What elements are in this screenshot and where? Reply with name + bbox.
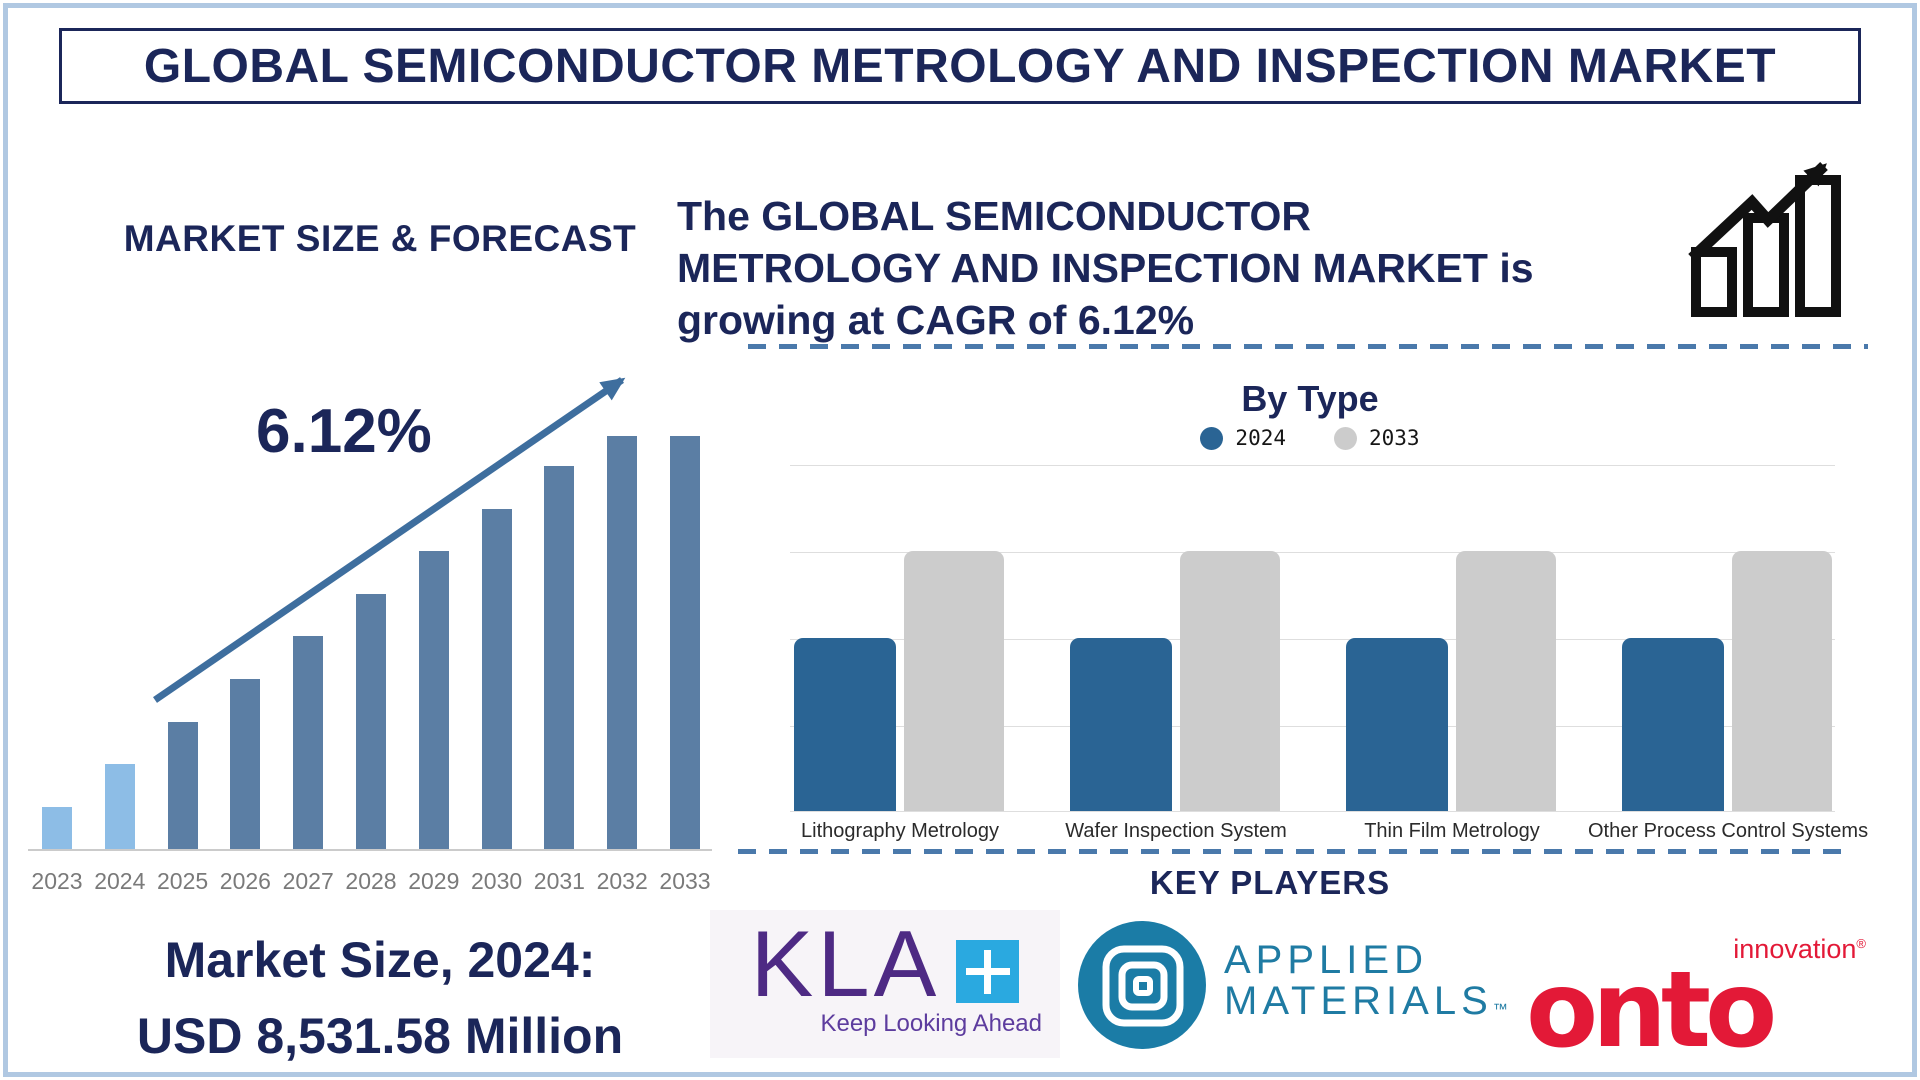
legend-label-2033: 2033 bbox=[1369, 426, 1420, 450]
bytype-gridline bbox=[790, 639, 1835, 640]
forecast-x-axis bbox=[28, 849, 712, 851]
bytype-bar-2033-thin-film-metrology bbox=[1456, 551, 1556, 811]
market-size-forecast-heading: MARKET SIZE & FORECAST bbox=[123, 218, 637, 259]
forecast-bar-2029 bbox=[418, 551, 449, 849]
bytype-bar-2024-thin-film-metrology bbox=[1346, 638, 1448, 811]
bytype-category-label: Thin Film Metrology bbox=[1364, 820, 1540, 842]
forecast-year-label-2028: 2028 bbox=[345, 868, 397, 894]
legend-item-2024: 2024 bbox=[1200, 426, 1286, 450]
bytype-gridline bbox=[790, 726, 1835, 727]
page-title: GLOBAL SEMICONDUCTOR METROLOGY AND INSPE… bbox=[143, 39, 1777, 93]
legend-label-2024: 2024 bbox=[1235, 426, 1286, 450]
bar-chart-growth-icon bbox=[1688, 162, 1841, 317]
by-type-category-labels: Lithography Metrology Wafer Inspection Sy… bbox=[790, 820, 1868, 846]
kla-plus-horizontal-bar bbox=[966, 968, 1011, 975]
market-forecast-bar-chart: 2023 2024 2025 2026 2027 2028 2029 2030 2031 2032… bbox=[28, 430, 720, 894]
bytype-bar-2024-lithography-metrology bbox=[794, 638, 896, 811]
forecast-year-label-2024: 2024 bbox=[94, 868, 146, 894]
onto-wordmark: onto bbox=[1526, 949, 1777, 1071]
kla-logo-row: KLA bbox=[710, 910, 1060, 1016]
market-size-line1: Market Size, 2024: bbox=[164, 932, 596, 988]
forecast-bar-2031 bbox=[544, 466, 575, 849]
legend-dot-2033-icon bbox=[1334, 426, 1357, 450]
kla-wordmark: KLA bbox=[750, 911, 941, 1016]
legend-dot-2024-icon bbox=[1200, 426, 1224, 450]
cagr-value-label: 6.12% bbox=[256, 397, 432, 466]
bytype-gridline bbox=[790, 552, 1835, 553]
kla-tagline: Keep Looking Ahead bbox=[820, 1010, 1042, 1037]
forecast-year-label-2025: 2025 bbox=[157, 868, 209, 894]
forecast-bar-2023 bbox=[42, 807, 72, 849]
forecast-year-label-2031: 2031 bbox=[533, 868, 585, 894]
growth-statement-prefix: The bbox=[677, 193, 762, 239]
onto-registered-mark: ® bbox=[1856, 936, 1866, 951]
applied-materials-line2-text: MATERIALS bbox=[1224, 979, 1493, 1023]
forecast-bar-2024 bbox=[104, 764, 135, 849]
forecast-year-label-2023: 2023 bbox=[31, 868, 83, 894]
applied-materials-line1: APPLIED bbox=[1224, 938, 1428, 982]
growth-trend-arrow bbox=[153, 377, 626, 703]
bytype-category-label: Other Process Control Systems bbox=[1588, 820, 1869, 842]
forecast-bar-2030 bbox=[481, 509, 512, 849]
forecast-bar-2025 bbox=[167, 722, 198, 849]
by-type-legend: 2024 2033 bbox=[1110, 426, 1510, 450]
applied-materials-logo-mark bbox=[1078, 921, 1206, 1049]
bytype-gridline bbox=[790, 465, 1835, 466]
forecast-year-label-2032: 2032 bbox=[596, 868, 648, 894]
bytype-bar-2024-wafer-inspection-system bbox=[1070, 638, 1172, 811]
forecast-year-label-2029: 2029 bbox=[408, 868, 460, 894]
bytype-gridline bbox=[790, 811, 1835, 812]
kla-plus-icon bbox=[956, 940, 1020, 1003]
bytype-bar-2033-other-process-control-systems bbox=[1732, 551, 1832, 811]
forecast-year-label-2026: 2026 bbox=[219, 868, 271, 894]
onto-innovation-logo: innovation® onto bbox=[1520, 890, 1880, 1075]
growth-statement-emphasis: GLOBAL SEMICONDUCTOR METROLOGY AND INSPE… bbox=[677, 193, 1488, 291]
growth-statement: The GLOBAL SEMICONDUCTOR METROLOGY AND I… bbox=[677, 190, 1582, 346]
bytype-bar-2033-wafer-inspection-system bbox=[1180, 551, 1280, 811]
applied-materials-wordmark: APPLIED MATERIALS™ bbox=[1224, 940, 1508, 1030]
forecast-bar-2027 bbox=[293, 636, 324, 849]
onto-innovation-subtext-word: innovation bbox=[1733, 934, 1857, 964]
forecast-bar-2033 bbox=[670, 436, 700, 849]
bytype-category-label: Lithography Metrology bbox=[801, 820, 999, 842]
forecast-bar-2026 bbox=[230, 679, 261, 849]
key-players-heading: KEY PLAYERS bbox=[1149, 864, 1391, 901]
onto-innovation-subtext: innovation® bbox=[1733, 934, 1866, 965]
bytype-category-label: Wafer Inspection System bbox=[1065, 820, 1287, 842]
forecast-bar-2028 bbox=[356, 594, 386, 849]
bytype-bar-2024-other-process-control-systems bbox=[1622, 638, 1724, 811]
applied-materials-line2: MATERIALS™ bbox=[1224, 981, 1508, 1030]
dashed-divider-top bbox=[748, 344, 1868, 349]
forecast-year-label-2027: 2027 bbox=[282, 868, 334, 894]
applied-materials-logo: APPLIED MATERIALS™ bbox=[1076, 912, 1516, 1058]
market-size-callout: Market Size, 2024: USD 8,531.58 Million bbox=[40, 922, 720, 1074]
bytype-bar-2033-lithography-metrology bbox=[904, 551, 1004, 811]
forecast-year-label-2033: 2033 bbox=[659, 868, 711, 894]
dashed-divider-bottom bbox=[738, 849, 1848, 854]
market-size-line2: USD 8,531.58 Million bbox=[136, 1008, 624, 1064]
forecast-bar-2032 bbox=[607, 436, 638, 849]
by-type-chart-title: By Type bbox=[1241, 378, 1379, 419]
forecast-year-label-2030: 2030 bbox=[471, 868, 523, 894]
applied-materials-trademark: ™ bbox=[1492, 1001, 1508, 1018]
kla-logo: KLA Keep Looking Ahead bbox=[710, 910, 1060, 1058]
by-type-grouped-bar-chart bbox=[790, 465, 1835, 812]
growth-statement-suffix: is growing at CAGR of 6.12% bbox=[677, 245, 1534, 343]
legend-item-2033: 2033 bbox=[1334, 426, 1420, 450]
title-banner: GLOBAL SEMICONDUCTOR METROLOGY AND INSPE… bbox=[59, 28, 1861, 104]
